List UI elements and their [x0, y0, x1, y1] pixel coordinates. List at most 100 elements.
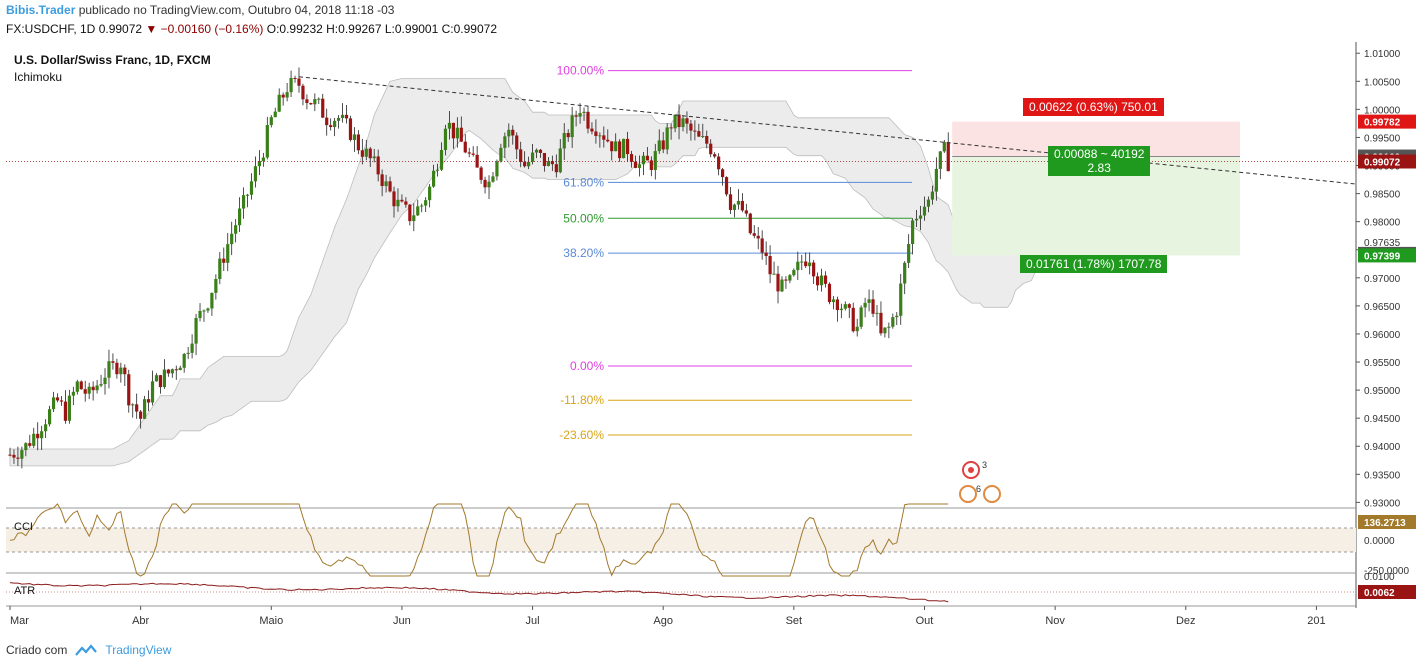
candle-body — [340, 114, 345, 118]
candle-body — [336, 117, 341, 121]
candle-body — [705, 136, 709, 144]
candle-body — [194, 318, 198, 344]
candle-body — [67, 395, 71, 421]
cci-value-box — [1358, 515, 1416, 529]
candle-body — [309, 103, 313, 105]
candle-body — [883, 327, 887, 334]
candle-body — [210, 292, 214, 309]
atr-label[interactable]: ATR — [14, 585, 36, 597]
candle-body — [839, 308, 843, 311]
trendline — [298, 76, 1357, 185]
candle-body — [12, 454, 16, 458]
candle-body — [186, 352, 190, 354]
cci-label[interactable]: CCI — [14, 521, 33, 533]
candle-body — [301, 85, 305, 100]
indicator-label-ichimoku[interactable]: Ichimoku — [14, 70, 63, 84]
candle-body — [523, 161, 527, 167]
candle-body — [178, 367, 182, 371]
candle-body — [673, 114, 677, 129]
atr-value-label: 0.0062 — [1364, 588, 1395, 599]
candle-body — [942, 142, 946, 152]
y-tick-label: 0.95500 — [1364, 358, 1401, 369]
tradingview-brand[interactable]: TradingView — [105, 643, 172, 657]
candle-body — [95, 385, 99, 391]
candle-body — [32, 433, 36, 446]
candle-body — [257, 161, 262, 167]
candle-body — [230, 233, 234, 245]
price-label-text: 0.97635 — [1364, 238, 1401, 249]
candle-body — [756, 235, 760, 239]
candle-body — [234, 225, 238, 234]
x-tick-label: Mar — [10, 615, 29, 627]
event-count-label: 3 — [982, 460, 987, 470]
candle-body — [51, 397, 56, 410]
x-tick-label: Dez — [1176, 615, 1196, 627]
candle-body — [542, 152, 547, 167]
candle-body — [859, 307, 863, 327]
candle-body — [827, 283, 832, 303]
candle-body — [657, 140, 661, 152]
x-tick-label: Out — [916, 615, 934, 627]
candle-body — [131, 404, 135, 406]
candle-body — [740, 200, 744, 211]
candle-body — [16, 457, 20, 459]
candle-body — [570, 115, 574, 138]
candle-body — [823, 275, 828, 284]
candle-body — [875, 312, 879, 314]
candle-body — [922, 206, 927, 216]
x-tick-label: Jul — [526, 615, 540, 627]
candle-body — [681, 118, 685, 128]
cci-tick-label: 0.0000 — [1364, 536, 1395, 547]
candle-body — [20, 450, 24, 459]
candle-body — [772, 273, 776, 275]
candle-body — [463, 141, 467, 153]
candle-body — [780, 279, 784, 292]
candle-body — [819, 275, 824, 286]
candle-body — [598, 135, 602, 137]
candle-body — [55, 397, 60, 401]
candle-body — [847, 304, 851, 308]
price-label-box — [1358, 248, 1416, 263]
x-tick-label: 201 — [1307, 615, 1325, 627]
candle-body — [206, 308, 210, 311]
candle-body — [364, 148, 368, 157]
candle-body — [344, 114, 349, 119]
publish-line: Bibis.Trader publicado no TradingView.co… — [6, 3, 394, 17]
candle-body — [855, 326, 859, 332]
symbol-label: FX:USDCHF, 1D — [6, 22, 96, 36]
candle-body — [40, 431, 44, 439]
us-event-icon-2 — [983, 485, 1001, 503]
candle-body — [75, 381, 79, 392]
last-price: 0.99072 — [98, 22, 143, 36]
y-tick-label: 0.94500 — [1364, 414, 1401, 425]
candle-body — [625, 138, 630, 155]
author-link[interactable]: Bibis.Trader — [6, 3, 76, 17]
candle-body — [503, 136, 507, 148]
candle-body — [281, 94, 285, 98]
candle-body — [103, 377, 107, 385]
candle-body — [439, 150, 444, 170]
candle-body — [586, 111, 590, 129]
candle-body — [83, 389, 87, 394]
candle-body — [776, 273, 780, 292]
candle-body — [384, 181, 388, 187]
stop-loss-badge: 0.00622 (0.63%) 750.01 — [1023, 98, 1164, 116]
candle-body — [871, 299, 875, 314]
candle-body — [431, 170, 436, 187]
candle-body — [594, 131, 598, 136]
candle-body — [645, 155, 649, 161]
x-tick-label: Ago — [653, 615, 673, 627]
candle-body — [143, 399, 147, 419]
candle-body — [447, 122, 452, 129]
fib-level-label: 0.00% — [570, 359, 604, 373]
candle-body — [519, 149, 523, 162]
candle-body — [388, 181, 392, 192]
candle-body — [202, 310, 206, 312]
candle-body — [720, 169, 725, 178]
cci-band — [6, 528, 1356, 552]
candle-body — [63, 401, 68, 421]
candle-body — [495, 161, 499, 177]
fib-level-label: 50.00% — [563, 211, 604, 225]
atr-value-box — [1358, 585, 1416, 599]
